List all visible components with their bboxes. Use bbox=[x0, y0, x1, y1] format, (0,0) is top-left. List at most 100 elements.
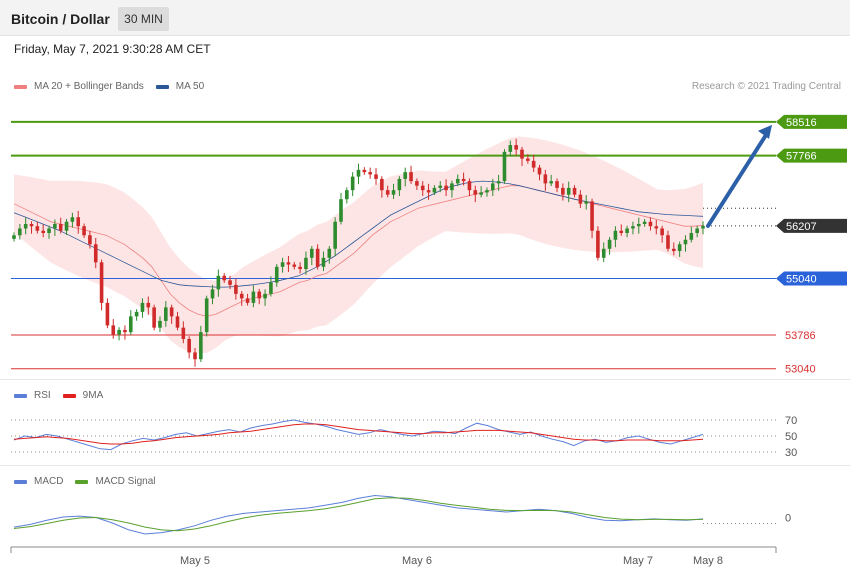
candle-body bbox=[368, 172, 372, 175]
candle-body bbox=[99, 262, 104, 303]
candle-body bbox=[584, 201, 589, 204]
candle-body bbox=[146, 302, 151, 308]
candle-body bbox=[53, 223, 57, 229]
candle-body bbox=[461, 178, 466, 182]
candle-body bbox=[280, 262, 285, 267]
candle-body bbox=[327, 248, 332, 258]
candle-body bbox=[193, 352, 197, 360]
copyright-notice: Research © 2021 Trading Central bbox=[691, 81, 841, 92]
candle-body bbox=[648, 221, 653, 227]
candle-body bbox=[549, 181, 553, 184]
candle-body bbox=[140, 302, 145, 312]
candle-body bbox=[444, 185, 448, 191]
legend-9ma: 9MA bbox=[62, 390, 103, 401]
timeframe-badge[interactable]: 30 MIN bbox=[118, 7, 169, 31]
candle-body bbox=[187, 338, 191, 353]
candle-body bbox=[420, 185, 425, 191]
candle-body bbox=[596, 230, 600, 258]
candle-body bbox=[47, 228, 51, 233]
candle-body bbox=[111, 325, 116, 335]
level-tag-58516 bbox=[776, 114, 847, 129]
candle-body bbox=[333, 221, 337, 249]
candle-body bbox=[35, 226, 40, 231]
candle-body bbox=[286, 262, 291, 265]
candle-body bbox=[128, 316, 133, 333]
candle-body bbox=[531, 160, 536, 168]
candle-body bbox=[502, 151, 507, 182]
x-tick-label: May 5 bbox=[180, 555, 210, 567]
level-label-53786: 53786 bbox=[785, 330, 816, 342]
candle-body bbox=[508, 145, 513, 152]
candle-body bbox=[117, 329, 121, 335]
level-tag-57766 bbox=[776, 148, 847, 163]
rsi-tick-label-70: 70 bbox=[785, 415, 797, 427]
candle-body bbox=[438, 185, 443, 188]
legend-macd-signal-label: MACD Signal bbox=[95, 476, 156, 487]
candle-body bbox=[473, 190, 478, 195]
candle-body bbox=[152, 307, 156, 328]
legend-ma20-label: MA 20 + Bollinger Bands bbox=[34, 81, 144, 92]
rsi-tick-label-30: 30 bbox=[785, 447, 797, 459]
candles bbox=[12, 138, 705, 367]
candle-body bbox=[239, 293, 244, 299]
legend-rsi-label: RSI bbox=[34, 390, 51, 401]
candle-body bbox=[169, 307, 174, 317]
candle-body bbox=[566, 187, 571, 195]
x-tick-label: May 6 bbox=[402, 555, 432, 567]
candle-body bbox=[636, 223, 641, 227]
candle-body bbox=[385, 190, 390, 195]
candle-body bbox=[490, 183, 495, 191]
level-label-56207: 56207 bbox=[786, 221, 817, 233]
legend-macd-label: MACD bbox=[34, 476, 64, 487]
macd-legend: MACD MACD Signal bbox=[14, 476, 167, 487]
rsi-legend: RSI 9MA bbox=[14, 390, 115, 401]
candle-body bbox=[216, 275, 221, 290]
candle-body bbox=[631, 226, 635, 229]
level-label-55040: 55040 bbox=[786, 274, 817, 286]
candle-body bbox=[93, 244, 98, 263]
rsi-series-rsi bbox=[13, 419, 704, 451]
candle-body bbox=[251, 291, 256, 303]
candle-body bbox=[601, 248, 606, 258]
candle-body bbox=[222, 275, 227, 281]
macd-series-macd bbox=[13, 494, 704, 535]
legend-ma50-label: MA 50 bbox=[175, 81, 205, 92]
candle-body bbox=[701, 225, 705, 229]
bollinger-band bbox=[14, 136, 703, 354]
ma20-line bbox=[13, 185, 704, 317]
candle-body bbox=[607, 239, 612, 249]
rsi-series-9ma bbox=[13, 423, 704, 445]
candle-body bbox=[654, 226, 659, 229]
candle-body bbox=[432, 187, 437, 193]
candle-body bbox=[695, 228, 699, 233]
macd-series-macd-signal bbox=[13, 497, 704, 532]
candle-body bbox=[543, 174, 548, 184]
candle-body bbox=[134, 311, 139, 317]
candle-body bbox=[561, 187, 565, 195]
rsi-swatch-icon bbox=[14, 393, 27, 398]
candle-body bbox=[520, 149, 524, 159]
ma50-swatch-icon bbox=[155, 84, 169, 89]
candle-body bbox=[175, 316, 180, 328]
trend-arrow-head bbox=[758, 124, 772, 139]
candle-body bbox=[485, 190, 489, 193]
candle-body bbox=[455, 178, 460, 184]
candle-body bbox=[537, 167, 542, 175]
candle-body bbox=[298, 266, 302, 270]
candle-body bbox=[345, 190, 349, 200]
candle-body bbox=[555, 181, 559, 188]
candle-body bbox=[479, 192, 483, 195]
candle-body bbox=[41, 230, 45, 233]
rsi-tick-label-50: 50 bbox=[785, 431, 797, 443]
candle-body bbox=[234, 284, 238, 294]
candle-body bbox=[572, 187, 577, 195]
candle-body bbox=[339, 199, 343, 222]
report-datetime: Friday, May 7, 2021 9:30:28 AM CET bbox=[14, 42, 211, 56]
candle-body bbox=[181, 327, 186, 339]
candle-body bbox=[526, 158, 530, 161]
candle-body bbox=[199, 332, 203, 360]
candle-body bbox=[64, 221, 69, 231]
price-legend: MA 20 + Bollinger Bands MA 50 bbox=[14, 81, 216, 92]
candle-body bbox=[450, 183, 454, 191]
